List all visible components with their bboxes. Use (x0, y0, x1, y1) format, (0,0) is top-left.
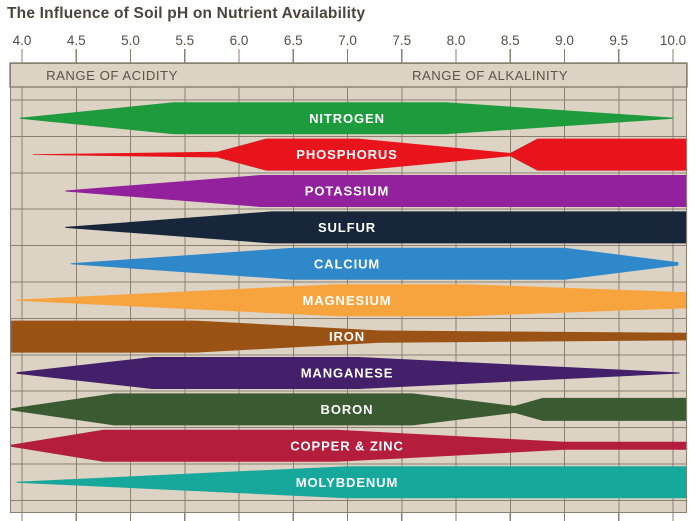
band-calcium (70, 247, 679, 280)
band-label: MANGANESE (301, 366, 394, 381)
axis-tick-label: 5.5 (175, 33, 194, 48)
band-label: COPPER & ZINC (290, 438, 404, 453)
axis-tick-label: 7.5 (392, 33, 411, 48)
band-manganese (16, 357, 680, 389)
axis-tick-label: 8.5 (501, 33, 520, 48)
band-label: MAGNESIUM (303, 293, 392, 308)
chart-title: The Influence of Soil pH on Nutrient Ava… (7, 5, 366, 22)
axis-tick-label: 4.5 (67, 33, 86, 48)
band-magnesium (16, 284, 688, 317)
axis-tick-label: 9.5 (609, 33, 628, 48)
axis-tick-label: 6.5 (284, 33, 303, 48)
zone-label-alkalinity: RANGE OF ALKALINITY (412, 68, 568, 83)
band-nitrogen (19, 102, 674, 135)
axis-tick-label: 4.0 (13, 33, 32, 48)
band-sulfur (65, 211, 688, 244)
axis-tick-label: 7.0 (338, 33, 357, 48)
plot-border (10, 63, 687, 513)
axis-tick-label: 5.0 (121, 33, 140, 48)
band-label: BORON (321, 402, 374, 417)
band-label: CALCIUM (314, 256, 380, 271)
ph-axis: 4.0 4.5 5.0 5.5 6.0 6.5 7.0 7.5 8.0 8.5 9.0 9.5 10.0 (13, 33, 686, 521)
band-label: MOLYBDENUM (296, 475, 398, 490)
band-copper-zinc (11, 429, 688, 462)
band-boron (11, 393, 688, 426)
axis-tick-label: 10.0 (660, 33, 686, 48)
band-label: PHOSPHORUS (296, 147, 397, 162)
axis-tick-label: 9.0 (555, 33, 574, 48)
axis-tick-label: 8.0 (447, 33, 466, 48)
band-label: SULFUR (318, 220, 376, 235)
axis-tick-label: 6.0 (230, 33, 249, 48)
band-label: POTASSIUM (305, 184, 389, 199)
band-label: IRON (329, 329, 365, 344)
band-molybdenum (16, 466, 688, 499)
zone-label-acidity: RANGE OF ACIDITY (46, 68, 178, 83)
band-iron (11, 320, 688, 353)
band-potassium (65, 175, 688, 207)
band-label: NITROGEN (309, 111, 385, 126)
nutrient-bands-layer: NITROGEN PHOSPHORUS POTASSIUM SULFUR CALCIUM… (11, 102, 688, 499)
band-phosphorus (32, 138, 688, 171)
